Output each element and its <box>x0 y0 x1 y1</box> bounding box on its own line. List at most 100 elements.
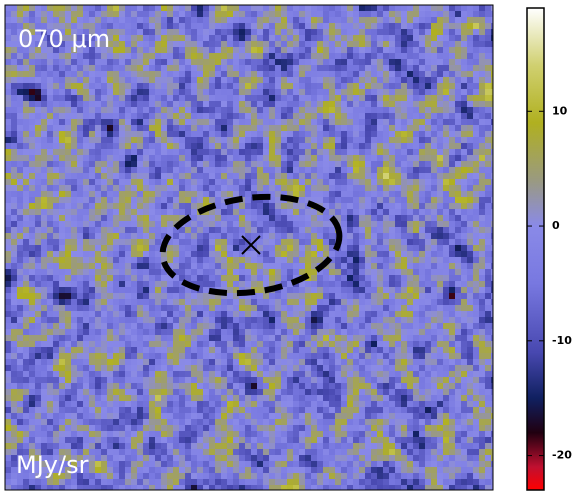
map-pixel <box>203 359 210 366</box>
map-pixel <box>23 77 30 84</box>
map-pixel <box>419 353 426 360</box>
map-pixel <box>17 305 24 312</box>
map-pixel <box>323 233 330 240</box>
map-pixel <box>89 53 96 60</box>
map-pixel <box>473 341 480 348</box>
map-pixel <box>65 269 72 276</box>
map-pixel <box>173 131 180 138</box>
map-pixel <box>329 11 336 18</box>
map-pixel <box>197 11 204 18</box>
map-pixel <box>341 41 348 48</box>
map-pixel <box>11 167 18 174</box>
map-pixel <box>203 323 210 330</box>
map-pixel <box>323 197 330 204</box>
map-pixel <box>305 167 312 174</box>
map-pixel <box>41 227 48 234</box>
map-pixel <box>263 239 270 246</box>
map-pixel <box>407 53 414 60</box>
map-pixel <box>53 11 60 18</box>
map-pixel <box>197 221 204 228</box>
map-pixel <box>479 311 486 318</box>
map-pixel <box>185 65 192 72</box>
map-pixel <box>257 323 264 330</box>
map-pixel <box>251 155 258 162</box>
map-pixel <box>335 161 342 168</box>
map-pixel <box>323 35 330 42</box>
map-pixel <box>329 347 336 354</box>
map-pixel <box>209 77 216 84</box>
map-pixel <box>185 263 192 270</box>
map-pixel <box>59 263 66 270</box>
map-pixel <box>365 335 372 342</box>
map-pixel <box>77 311 84 318</box>
map-pixel <box>437 101 444 108</box>
map-pixel <box>245 179 252 186</box>
map-pixel <box>149 101 156 108</box>
map-pixel <box>227 185 234 192</box>
map-pixel <box>323 239 330 246</box>
map-pixel <box>227 125 234 132</box>
map-pixel <box>287 263 294 270</box>
map-pixel <box>437 143 444 150</box>
map-pixel <box>431 59 438 66</box>
map-pixel <box>161 101 168 108</box>
map-pixel <box>485 305 492 312</box>
map-pixel <box>425 329 432 336</box>
map-pixel <box>419 311 426 318</box>
map-pixel <box>395 263 402 270</box>
map-pixel <box>47 257 54 264</box>
map-pixel <box>41 287 48 294</box>
map-pixel <box>365 35 372 42</box>
map-pixel <box>437 341 444 348</box>
map-pixel <box>401 347 408 354</box>
map-pixel <box>227 65 234 72</box>
map-pixel <box>443 191 450 198</box>
map-pixel <box>191 143 198 150</box>
map-pixel <box>257 137 264 144</box>
map-pixel <box>371 245 378 252</box>
map-pixel <box>335 197 342 204</box>
map-pixel <box>203 251 210 258</box>
map-pixel <box>107 287 114 294</box>
map-pixel <box>449 341 456 348</box>
map-pixel <box>341 185 348 192</box>
map-pixel <box>305 233 312 240</box>
map-pixel <box>209 335 216 342</box>
map-pixel <box>473 35 480 42</box>
map-pixel <box>131 185 138 192</box>
map-pixel <box>251 233 258 240</box>
map-pixel <box>479 359 486 366</box>
map-pixel <box>221 41 228 48</box>
map-pixel <box>71 293 78 300</box>
map-pixel <box>491 89 493 96</box>
map-pixel <box>191 161 198 168</box>
map-pixel <box>281 353 288 360</box>
map-pixel <box>455 203 462 210</box>
map-pixel <box>461 233 468 240</box>
map-pixel <box>53 59 60 66</box>
map-pixel <box>455 185 462 192</box>
map-pixel <box>83 173 90 180</box>
map-pixel <box>161 293 168 300</box>
map-pixel <box>317 95 324 102</box>
map-pixel <box>59 347 66 354</box>
map-pixel <box>101 257 108 264</box>
map-pixel <box>215 107 222 114</box>
map-pixel <box>353 161 360 168</box>
map-pixel <box>431 221 438 228</box>
map-pixel <box>203 5 210 12</box>
map-pixel <box>401 287 408 294</box>
map-pixel <box>323 185 330 192</box>
map-pixel <box>221 23 228 30</box>
map-pixel <box>473 275 480 282</box>
map-pixel <box>287 17 294 24</box>
map-pixel <box>197 35 204 42</box>
map-pixel <box>413 77 420 84</box>
map-pixel <box>149 317 156 324</box>
map-pixel <box>143 287 150 294</box>
map-pixel <box>359 113 366 120</box>
map-pixel <box>227 131 234 138</box>
map-pixel <box>167 95 174 102</box>
map-pixel <box>281 191 288 198</box>
map-pixel <box>413 323 420 330</box>
